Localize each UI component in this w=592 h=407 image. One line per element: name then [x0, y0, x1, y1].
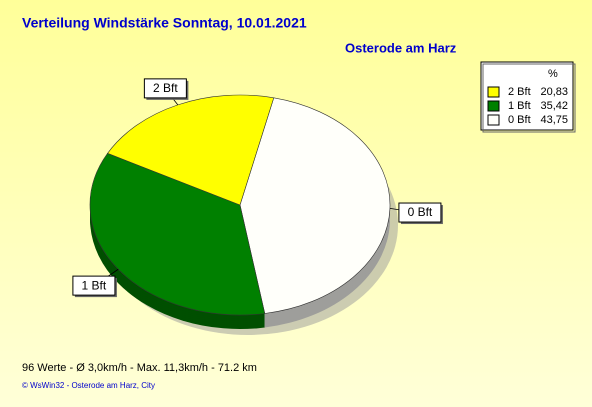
footer: 96 Werte - Ø 3,0km/h - Max. 11,3km/h - 7…: [22, 362, 257, 374]
legend-value: 43,75: [540, 114, 568, 126]
chart-title: Verteilung Windstärke Sonntag, 10.01.202…: [22, 15, 307, 31]
pie-slice: [107, 94, 275, 206]
legend-label: 1 Bft: [508, 100, 531, 112]
pie-slice: [89, 152, 266, 316]
legend-swatch: [487, 114, 500, 126]
legend-title: %: [548, 68, 558, 80]
legend-swatch: [487, 100, 500, 112]
callout-label: 2 Bft: [153, 81, 178, 95]
legend-label: 0 Bft: [508, 114, 531, 126]
callout-box: [398, 202, 442, 223]
copyright: © WsWin32 - Osterode am Harz, City: [22, 381, 155, 390]
chart-subtitle: Osterode am Harz: [345, 40, 457, 55]
callout-label: 1 Bft: [82, 278, 107, 292]
pie-slice: [239, 97, 391, 314]
callout-box: [143, 78, 187, 99]
legend-value: 35,42: [540, 100, 568, 112]
callout-label: 0 Bft: [408, 205, 433, 219]
legend-value: 20,83: [540, 86, 568, 98]
legend-shadow: [482, 63, 576, 133]
legend-label: 2 Bft: [508, 86, 531, 98]
legend-swatch: [487, 86, 500, 98]
callout-box: [72, 275, 116, 296]
